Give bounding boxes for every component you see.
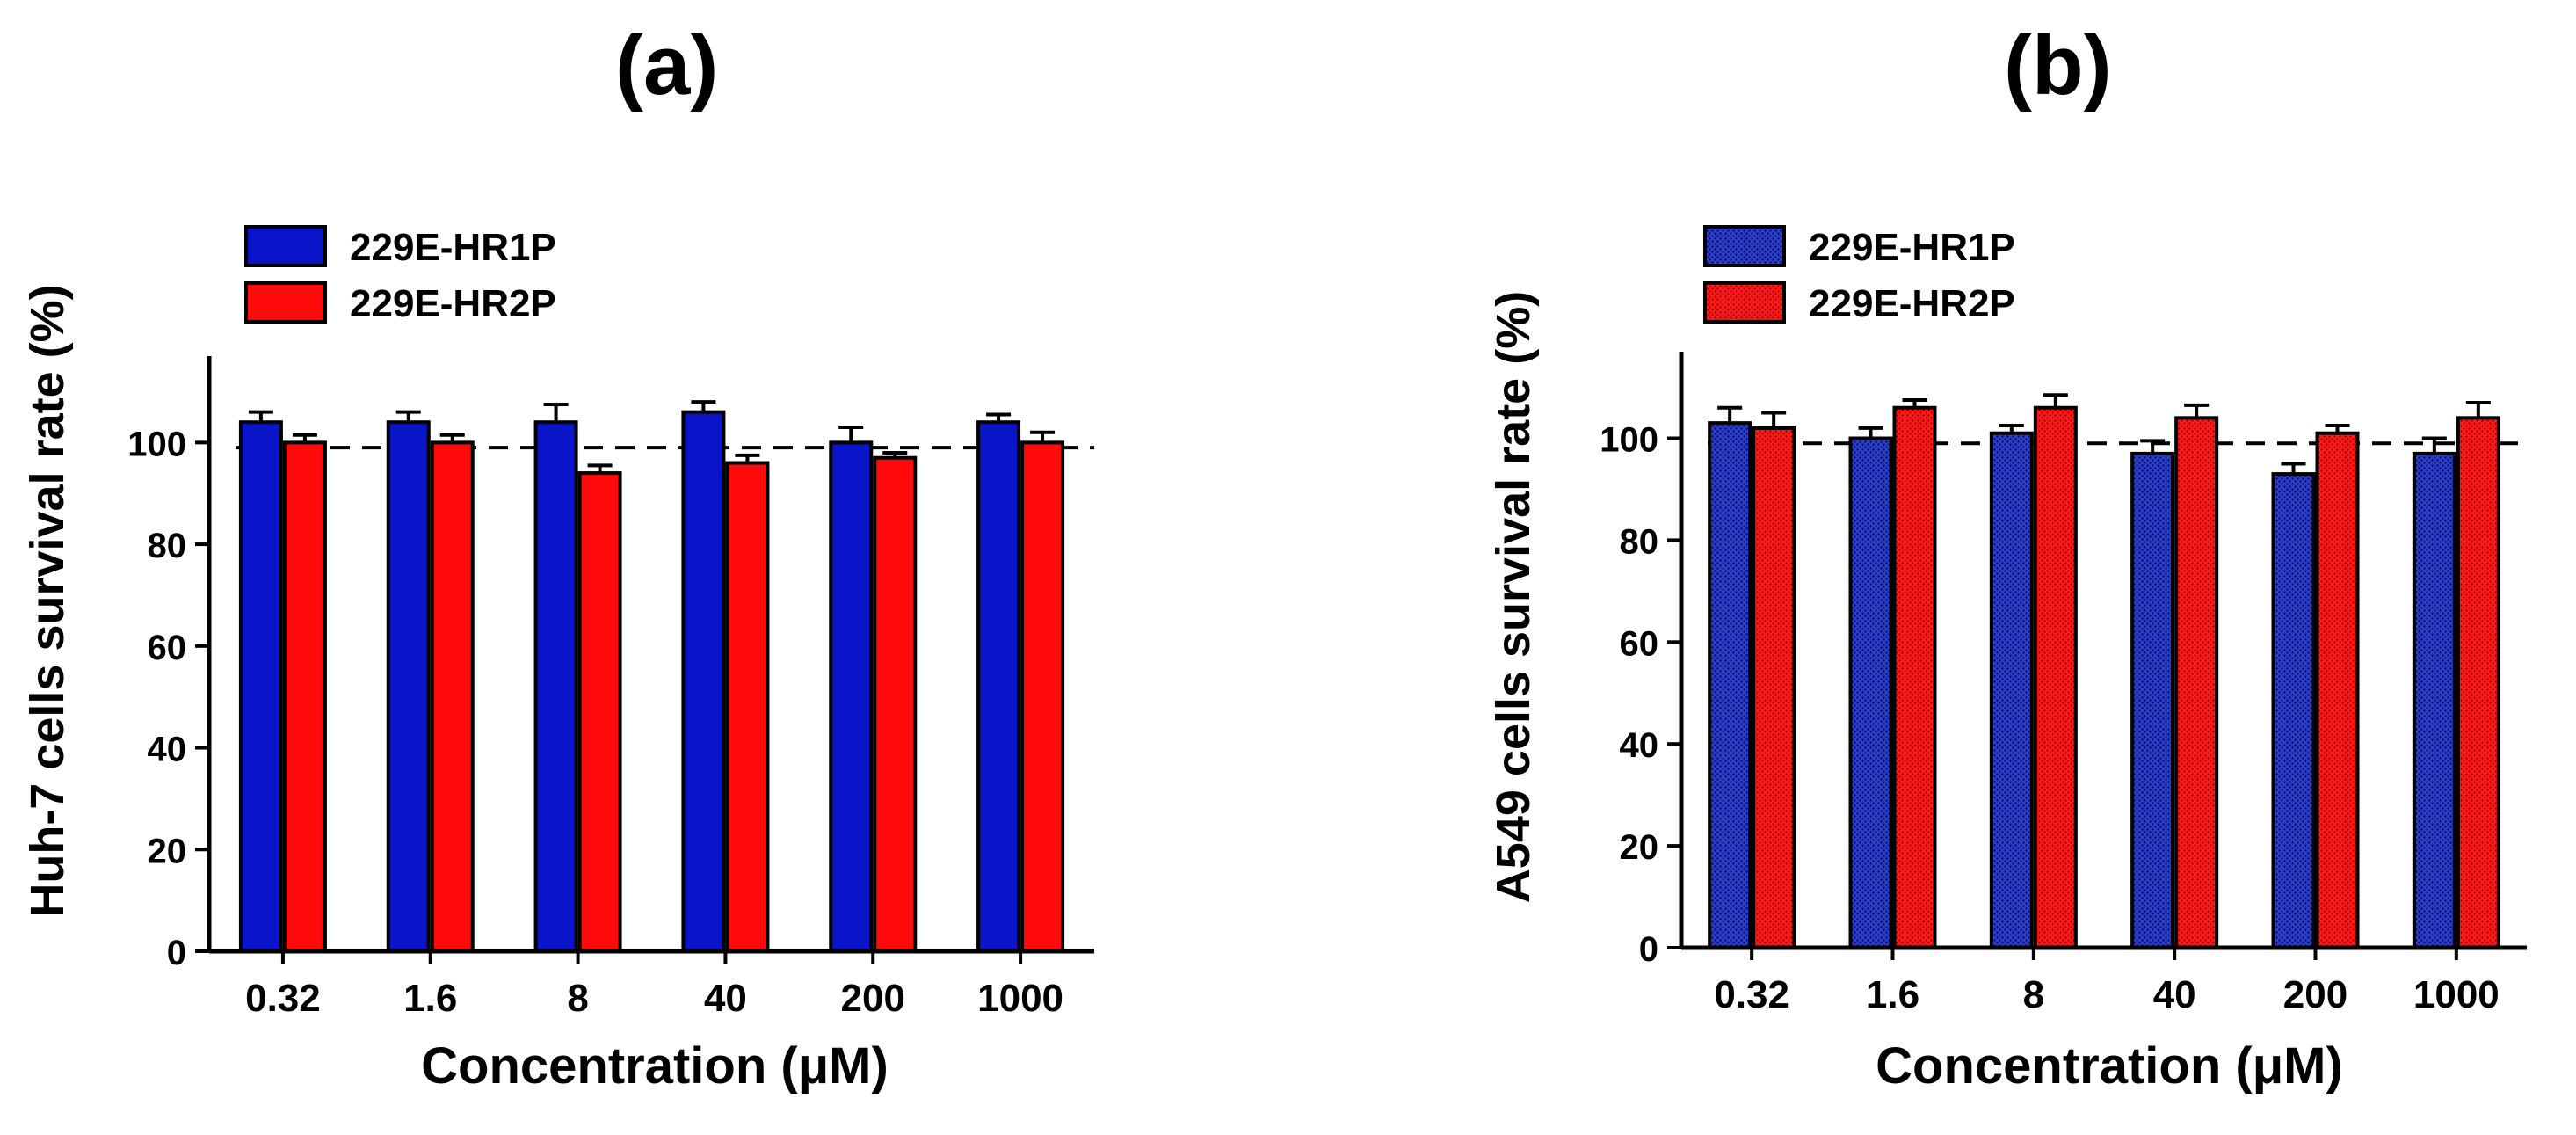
x-tick-label: 200 [2283, 973, 2347, 1016]
panel-a-chart: 0.32 1.6 8 40 200 1000 0 20 40 60 80 100 Huh-7 cells… [21, 225, 1094, 1095]
bar-229e-hr2p-200 [873, 455, 918, 953]
bar-229e-hr1p-8 [1989, 431, 2034, 949]
bar-229e-hr2p-200 [2315, 431, 2360, 949]
legend-swatch-229e-hr1p [1703, 225, 1786, 267]
bar-229e-hr1p-0.32 [238, 420, 283, 953]
y-tick-label: 100 [1600, 421, 1658, 460]
y-tick-label: 20 [148, 832, 187, 870]
y-tick-label: 60 [1620, 624, 1659, 663]
legend-swatch-229e-hr1p [244, 225, 327, 267]
x-tick-label: 0.32 [245, 977, 321, 1020]
y-axis-label: A549 cells survival rate (%) [1487, 291, 1540, 903]
x-tick-label: 0.32 [1714, 973, 1789, 1016]
bar-229e-hr1p-1000 [976, 420, 1021, 953]
legend-label-229e-hr1p: 229E-HR1P [1809, 226, 2015, 269]
bar-229e-hr2p-8 [577, 471, 622, 953]
panel-b-chart: 0.32 1.6 8 40 200 1000 0 20 40 60 80 100 A549 cells … [1487, 225, 2527, 1095]
x-axis-label: Concentration (μM) [1876, 1037, 2343, 1095]
x-axis-label: Concentration (μM) [421, 1037, 889, 1095]
bar-229e-hr1p-200 [2271, 472, 2316, 949]
y-tick-label: 80 [1620, 522, 1659, 561]
bar-229e-hr1p-40 [681, 410, 726, 953]
bar-229e-hr2p-1000 [1020, 440, 1065, 954]
bar-229e-hr1p-0.32 [1708, 421, 1752, 949]
x-tick-label: 8 [567, 977, 588, 1020]
bar-229e-hr2p-1000 [2456, 416, 2500, 950]
bar-229e-hr1p-1.6 [1848, 436, 1893, 949]
legend-swatch-229e-hr2p [1703, 281, 1786, 324]
y-tick-label: 60 [148, 629, 187, 667]
bar-229e-hr2p-1.6 [1892, 405, 1937, 949]
bar-229e-hr2p-0.32 [282, 440, 327, 954]
legend-swatch-229e-hr2p [244, 281, 327, 324]
bar-229e-hr1p-1000 [2412, 451, 2456, 949]
bar-229e-hr2p-40 [725, 461, 770, 953]
y-tick-label: 100 [127, 425, 186, 463]
x-tick-label: 1000 [2413, 973, 2500, 1016]
y-tick-label: 20 [1620, 828, 1659, 867]
y-axis-label: Huh-7 cells survival rate (%) [21, 284, 74, 917]
y-tick-label: 80 [148, 527, 187, 565]
y-tick-label: 0 [167, 934, 186, 972]
bar-229e-hr2p-40 [2174, 416, 2219, 950]
bar-229e-hr1p-40 [2130, 451, 2175, 949]
bar-229e-hr2p-1.6 [430, 440, 475, 954]
x-tick-label: 1.6 [403, 977, 457, 1020]
y-tick-label: 0 [1639, 930, 1658, 969]
x-tick-label: 200 [841, 977, 905, 1020]
x-tick-label: 1000 [977, 977, 1063, 1020]
x-tick-label: 1.6 [1866, 973, 1919, 1016]
legend-label-229e-hr2p: 229E-HR2P [1809, 282, 2015, 325]
legend-label-229e-hr2p: 229E-HR2P [350, 282, 556, 325]
bar-229e-hr1p-8 [533, 420, 578, 953]
panel-b-label: (b) [2004, 18, 2112, 113]
bar-229e-hr2p-0.32 [1752, 426, 1796, 949]
panel-a-label: (a) [615, 18, 719, 113]
bar-229e-hr2p-8 [2033, 405, 2078, 949]
x-tick-label: 8 [2023, 973, 2044, 1016]
y-tick-label: 40 [148, 731, 187, 769]
x-tick-label: 40 [2153, 973, 2196, 1016]
x-tick-label: 40 [704, 977, 747, 1020]
legend-label-229e-hr1p: 229E-HR1P [350, 226, 556, 269]
y-tick-label: 40 [1620, 726, 1659, 765]
bar-229e-hr1p-1.6 [386, 420, 431, 953]
bar-229e-hr1p-200 [829, 440, 874, 954]
